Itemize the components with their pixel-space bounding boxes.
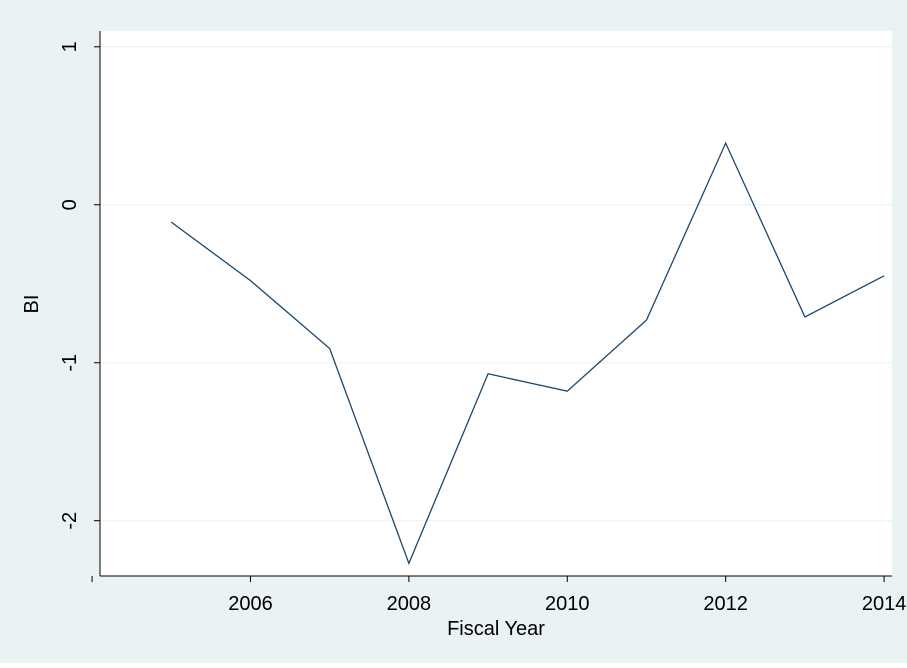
y-tick-label: 1 (59, 41, 81, 52)
x-tick-label: 2008 (387, 593, 432, 615)
plot-area (100, 31, 892, 576)
x-tick-label: 2014 (862, 593, 907, 615)
x-tick-label: 2010 (545, 593, 590, 615)
y-tick-label: -1 (59, 354, 81, 372)
y-tick-label: 0 (59, 199, 81, 210)
x-tick-label: 2012 (703, 593, 748, 615)
x-tick-label: 2006 (228, 593, 273, 615)
y-tick-label: -2 (59, 512, 81, 530)
x-axis-title: Fiscal Year (447, 618, 545, 640)
y-axis-title: BI (21, 295, 43, 314)
